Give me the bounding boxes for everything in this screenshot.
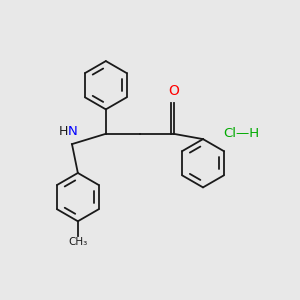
Text: CH₃: CH₃	[68, 237, 88, 248]
Text: H: H	[59, 124, 68, 138]
Text: Cl—H: Cl—H	[224, 127, 260, 140]
Text: O: O	[168, 85, 179, 98]
Text: N: N	[68, 124, 78, 138]
